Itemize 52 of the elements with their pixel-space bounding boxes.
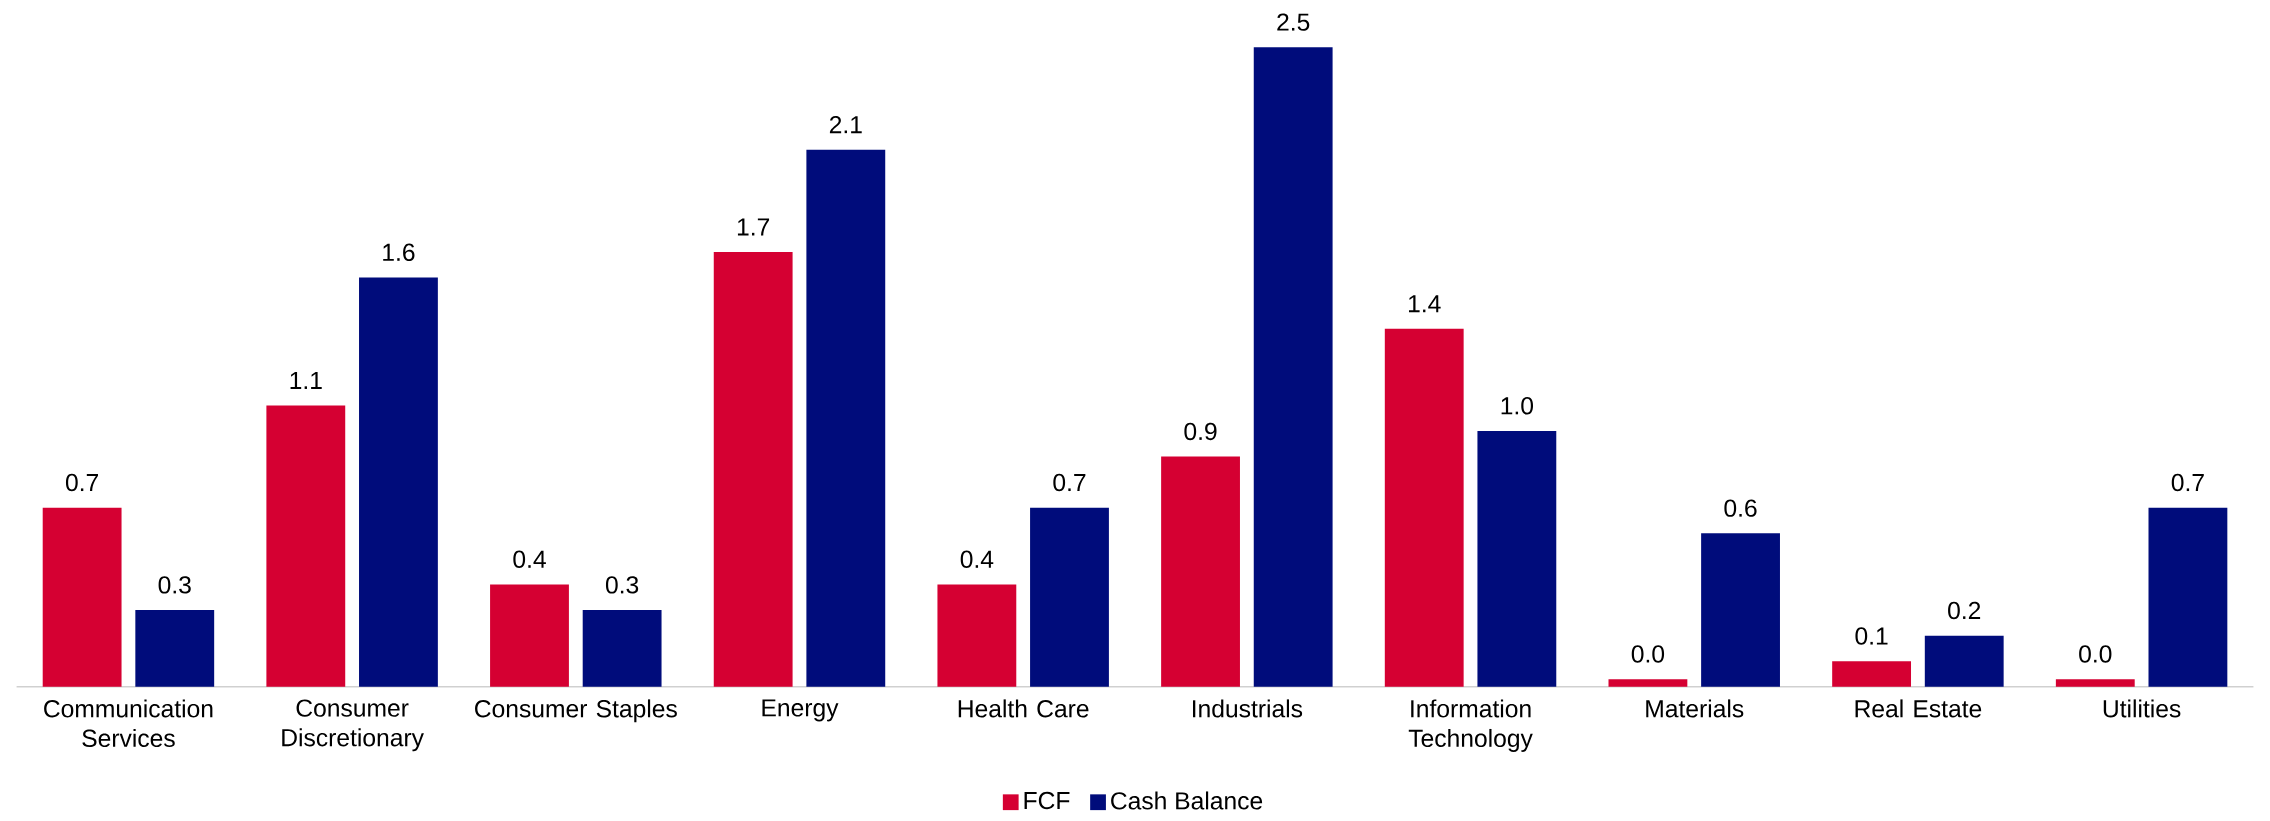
bar: [490, 584, 569, 687]
bar: [1161, 456, 1240, 687]
data-label: 2.5: [1277, 13, 1310, 31]
data-label: 0.3: [605, 576, 639, 594]
x-tick-label: Information Technology: [1408, 699, 1533, 752]
data-label: 0.6: [1724, 499, 1757, 517]
bar: [359, 277, 438, 687]
bar: [806, 149, 886, 687]
bar: [266, 405, 346, 687]
bar: [582, 610, 662, 687]
bar: [1832, 661, 1912, 687]
data-label: 0.1: [1855, 627, 1888, 645]
x-tick-label: Energy: [762, 699, 839, 722]
data-label: 0.9: [1184, 422, 1217, 441]
x-tick-label: Materials: [1646, 699, 1744, 718]
data-label: 0.3: [158, 576, 191, 594]
data-label: 0.4: [513, 550, 546, 569]
data-label: 0.0: [2079, 645, 2112, 663]
data-label: 1.1: [290, 372, 322, 390]
data-label: 1.0: [1501, 397, 1534, 415]
bar: [1253, 47, 1333, 687]
data-label: 0.0: [1631, 645, 1665, 663]
bar: [1477, 431, 1557, 687]
data-label: 1.7: [737, 218, 770, 236]
bar: [1701, 533, 1780, 687]
x-tick-label: Consumer Discretionary: [282, 699, 424, 752]
data-label: 1.6: [383, 243, 415, 262]
x-tick-label: Communication Services: [44, 699, 213, 748]
bar: [1924, 635, 2004, 687]
bar: [42, 507, 122, 687]
x-tick-label: Industrials: [1193, 699, 1303, 718]
bar: [713, 252, 793, 687]
bar: [2148, 507, 2228, 687]
bar: [2055, 679, 2135, 687]
bar: [135, 610, 215, 687]
data-label: 0.7: [65, 473, 98, 492]
bar: [1608, 679, 1688, 687]
x-tick-label: Utilities: [2103, 699, 2181, 718]
bar: [1030, 507, 1109, 687]
data-label: 0.7: [2171, 473, 2204, 492]
bar: [1384, 328, 1464, 687]
x-tick-label: Consumer Staples: [475, 699, 677, 723]
x-tick-label: Real Estate: [1855, 699, 1982, 718]
data-label: 1.4: [1408, 295, 1441, 313]
data-label: 0.7: [1053, 473, 1086, 492]
bar: [937, 584, 1017, 687]
data-label: 0.4: [960, 550, 994, 569]
data-label: 2.1: [829, 116, 862, 134]
data-label: 0.2: [1948, 601, 1981, 620]
legend-label: FCF: [1024, 791, 1070, 810]
x-tick-label: Health Care: [958, 699, 1089, 718]
legend-label: Cash Balance: [1111, 791, 1263, 810]
